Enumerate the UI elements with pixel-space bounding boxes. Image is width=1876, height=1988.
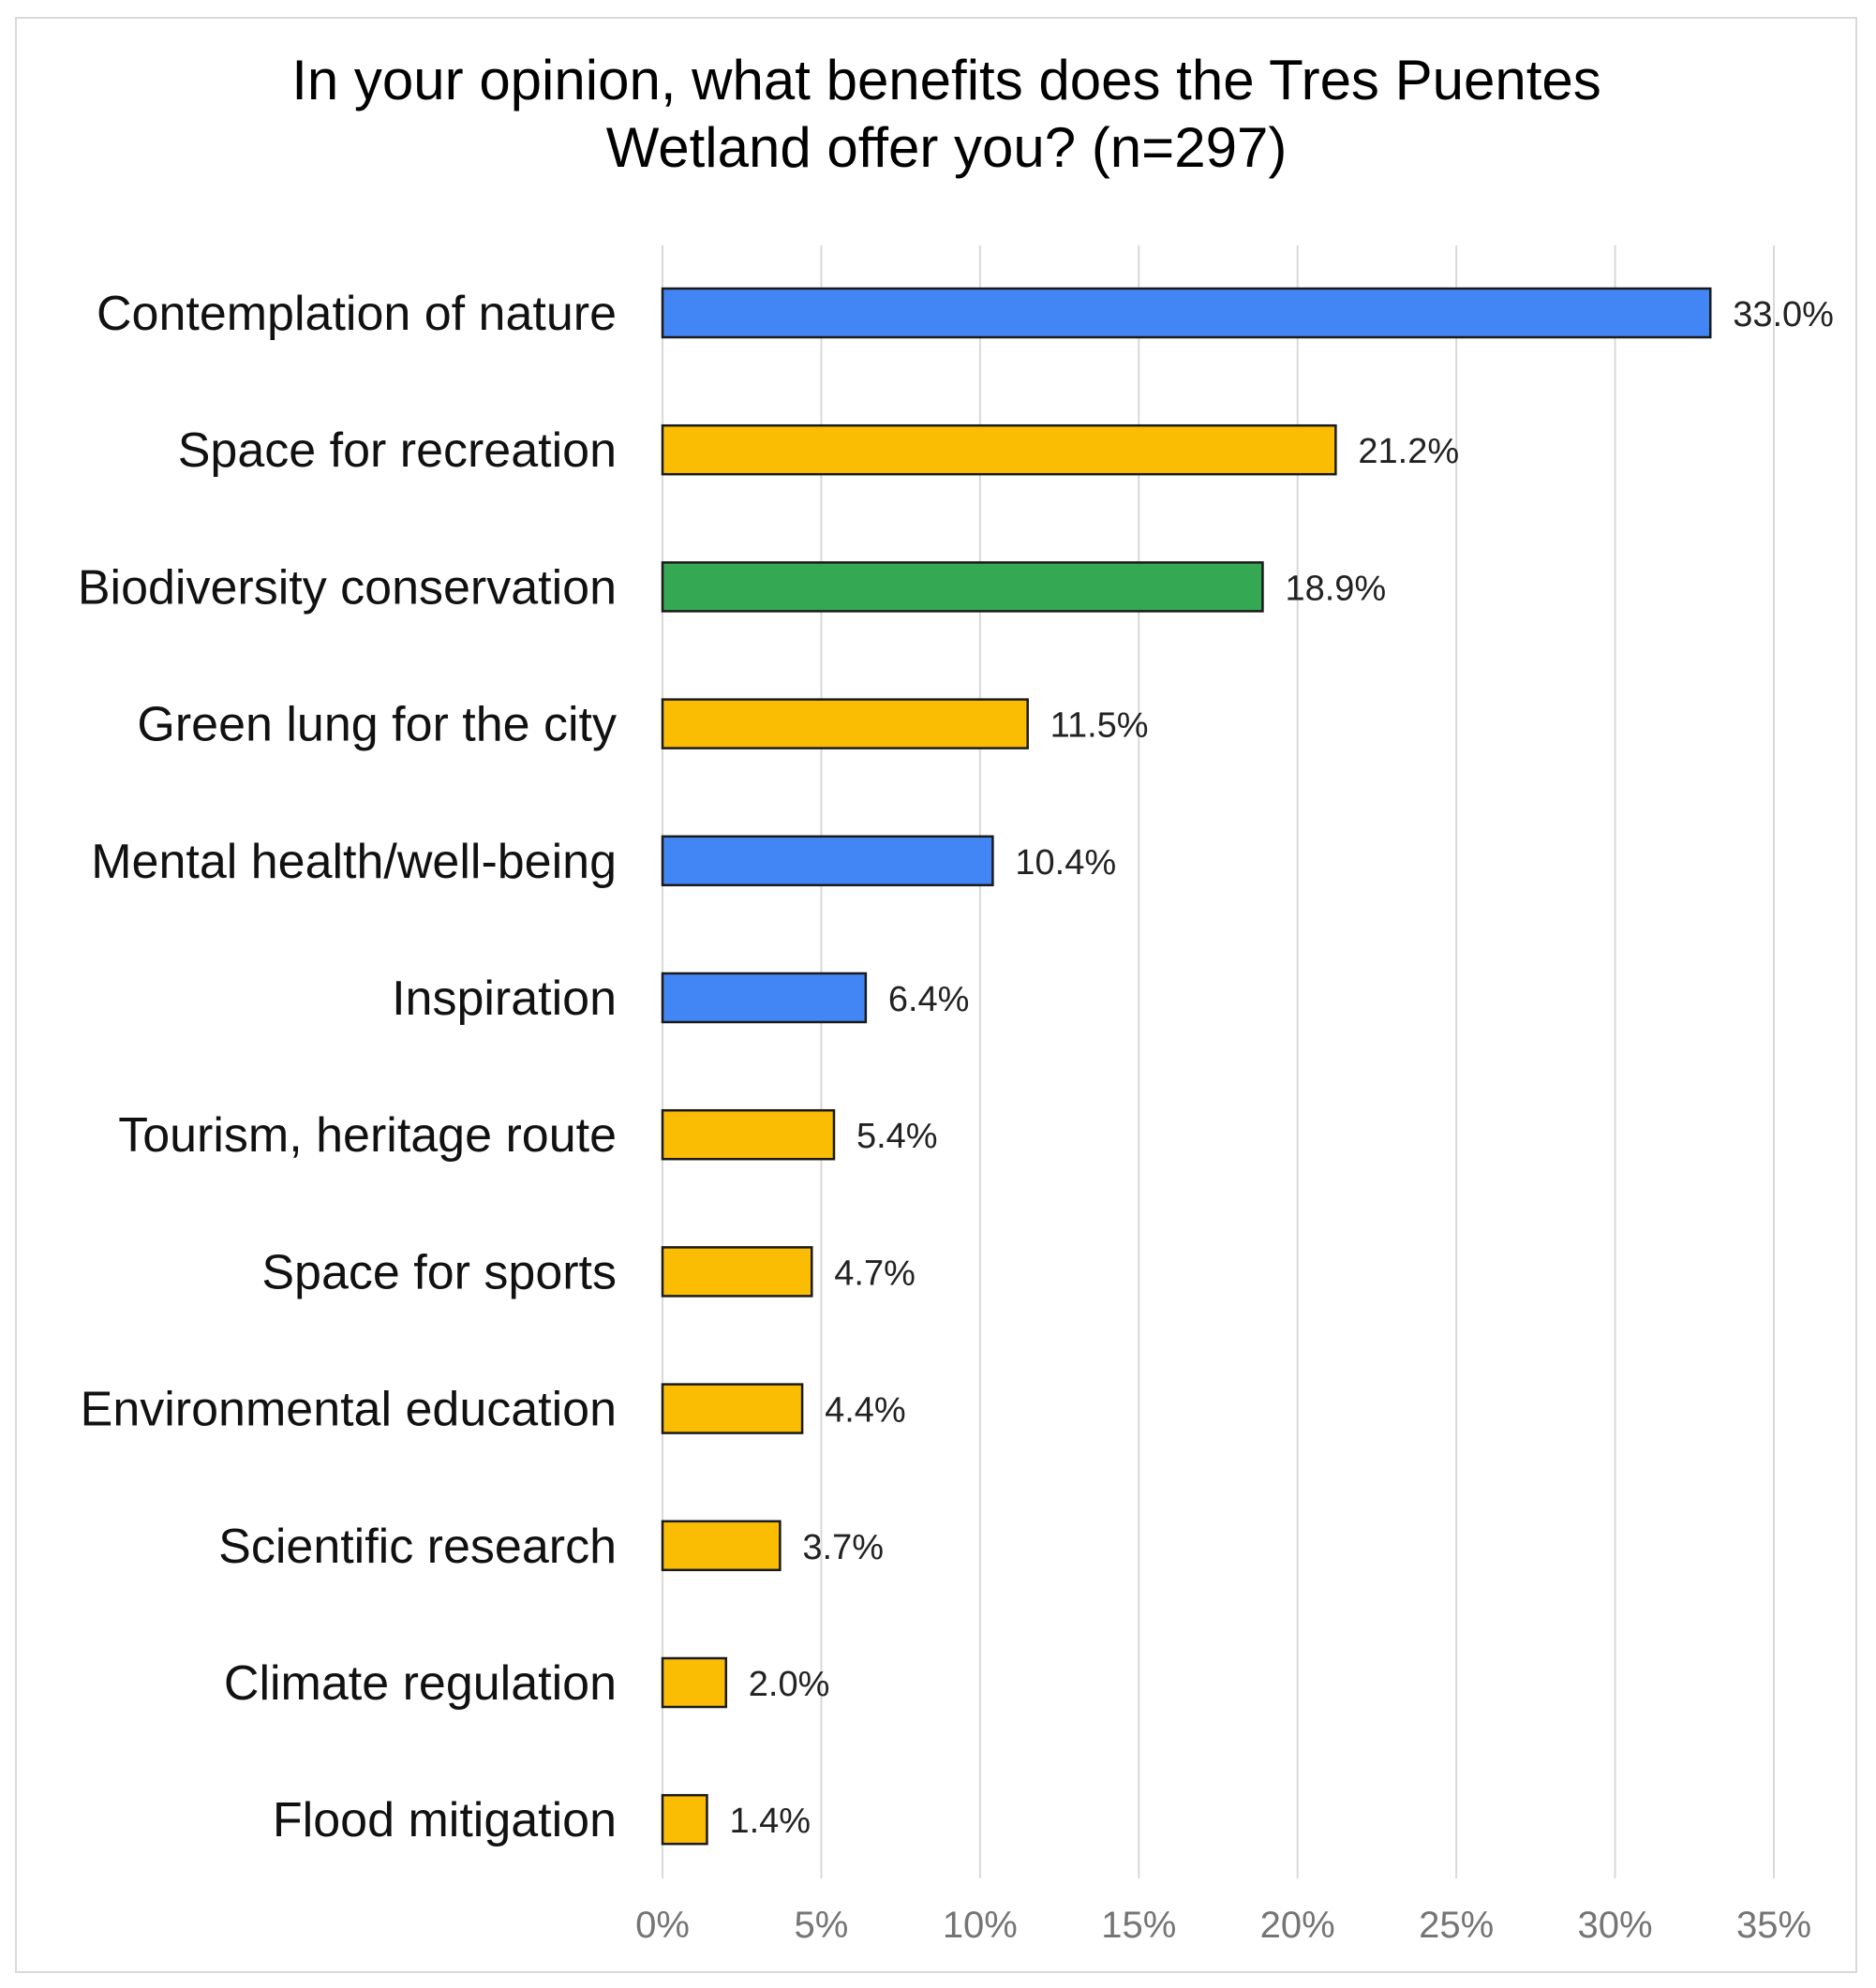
category-label: Biodiversity conservation xyxy=(78,560,617,615)
x-tick-label: 25% xyxy=(1419,1905,1494,1946)
x-tick-label: 0% xyxy=(635,1905,690,1946)
data-labels: 33.0% 21.2% 18.9% 11.5% 10.4% 6.4% 5.4% 4.7% 4.4… xyxy=(729,295,1834,1841)
data-label: 11.5% xyxy=(1050,706,1149,746)
chart-title: In your opinion, what benefits does the … xyxy=(291,49,1601,179)
bar xyxy=(661,1383,804,1434)
category-label: Space for recreation xyxy=(178,423,617,478)
bar xyxy=(661,561,1264,613)
bar xyxy=(661,1520,782,1572)
chart-frame xyxy=(15,17,1857,1973)
category-label: Space for sports xyxy=(261,1245,617,1299)
x-tick-label: 5% xyxy=(795,1905,849,1946)
bar xyxy=(661,287,1712,339)
category-label: Scientific research xyxy=(218,1520,617,1574)
bar xyxy=(661,1793,708,1846)
x-tick-label: 35% xyxy=(1736,1905,1811,1946)
x-tick-label: 15% xyxy=(1101,1905,1176,1946)
gridlines xyxy=(662,245,1775,1878)
x-axis-tick-labels: 0% 5% 10% 15% 20% 25% 30% 35% xyxy=(635,1905,1811,1946)
bar xyxy=(661,1656,728,1709)
x-tick-label: 30% xyxy=(1578,1905,1653,1946)
category-label: Tourism, heritage route xyxy=(118,1108,617,1163)
bar xyxy=(661,1108,836,1161)
data-label: 10.4% xyxy=(1015,843,1116,883)
data-label: 2.0% xyxy=(749,1665,830,1704)
data-label: 6.4% xyxy=(888,980,970,1019)
category-label: Inspiration xyxy=(392,972,617,1026)
category-label: Green lung for the city xyxy=(137,698,617,752)
x-tick-label: 10% xyxy=(943,1905,1018,1946)
data-label: 3.7% xyxy=(802,1528,884,1567)
data-label: 33.0% xyxy=(1733,295,1834,334)
data-label: 1.4% xyxy=(729,1802,811,1841)
data-label: 21.2% xyxy=(1358,432,1459,471)
bar xyxy=(661,1246,813,1298)
data-label: 4.7% xyxy=(834,1254,916,1293)
bar xyxy=(661,423,1337,476)
bars xyxy=(661,287,1712,1846)
data-label: 4.4% xyxy=(825,1391,906,1431)
chart-title-line-1: In your opinion, what benefits does the … xyxy=(291,49,1601,111)
category-label: Contemplation of nature xyxy=(97,287,617,341)
category-label: Mental health/well-being xyxy=(91,835,617,889)
category-label: Environmental education xyxy=(81,1383,617,1437)
category-label: Climate regulation xyxy=(224,1656,617,1711)
x-tick-label: 20% xyxy=(1260,1905,1335,1946)
category-label: Flood mitigation xyxy=(273,1793,617,1847)
data-label: 18.9% xyxy=(1285,569,1386,608)
category-labels: Contemplation of nature Space for recreat… xyxy=(78,287,617,1847)
bar xyxy=(661,835,994,887)
bar xyxy=(661,972,868,1024)
bar xyxy=(661,698,1029,749)
chart-title-line-2: Wetland offer you? (n=297) xyxy=(606,116,1288,179)
data-label: 5.4% xyxy=(856,1117,938,1156)
